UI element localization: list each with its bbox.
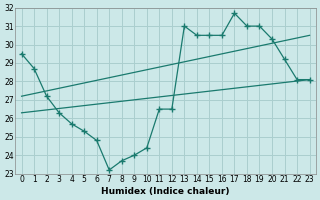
X-axis label: Humidex (Indice chaleur): Humidex (Indice chaleur) [101,187,230,196]
